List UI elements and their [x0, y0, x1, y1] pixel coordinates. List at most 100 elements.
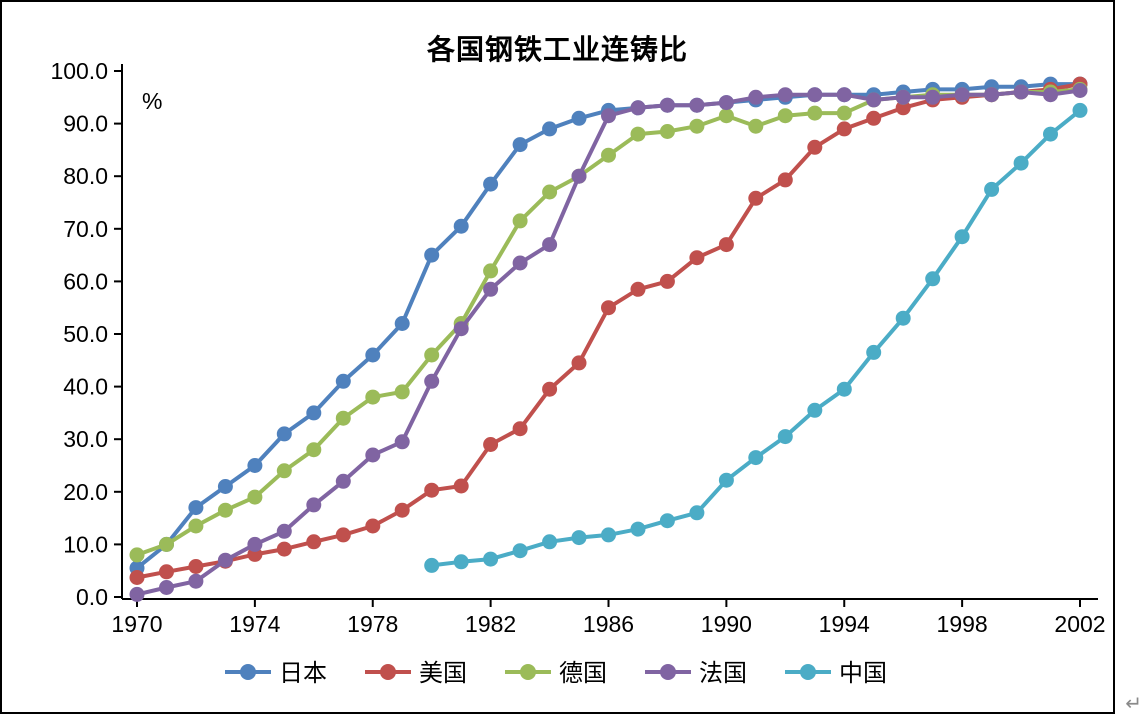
- y-tick-label: 90.0: [63, 111, 108, 137]
- data-point: [247, 458, 263, 473]
- data-point: [630, 126, 646, 142]
- chart-title: 各国钢铁工业连铸比: [426, 34, 688, 65]
- data-point: [659, 97, 675, 113]
- data-point: [689, 505, 705, 521]
- data-point: [807, 402, 823, 418]
- data-point: [512, 137, 528, 153]
- x-tick-label: 1974: [229, 611, 280, 637]
- data-point: [836, 381, 852, 397]
- y-tick-label: 0.0: [76, 584, 108, 610]
- y-axis-unit-label: %: [142, 88, 163, 114]
- data-point: [954, 229, 970, 245]
- data-point: [748, 190, 764, 206]
- data-point: [453, 321, 469, 337]
- data-point: [453, 218, 469, 234]
- data-point: [365, 518, 381, 534]
- data-point: [512, 213, 528, 229]
- legend-marker-dot: [380, 664, 396, 680]
- data-point: [365, 447, 381, 463]
- data-point: [895, 100, 911, 116]
- data-point: [777, 108, 793, 124]
- data-point: [365, 389, 381, 405]
- y-tick-label: 100.0: [50, 58, 108, 84]
- data-point: [836, 105, 852, 121]
- data-point: [718, 237, 734, 253]
- y-tick-label: 30.0: [63, 426, 108, 452]
- data-point: [394, 434, 410, 450]
- data-point: [483, 551, 499, 567]
- data-point: [276, 426, 292, 442]
- data-point: [453, 478, 469, 494]
- data-point: [247, 489, 263, 505]
- data-point: [659, 273, 675, 289]
- data-point: [807, 139, 823, 155]
- data-point: [217, 502, 233, 518]
- data-point: [129, 570, 145, 585]
- data-point: [1043, 126, 1058, 142]
- data-point: [335, 527, 351, 543]
- data-point: [306, 534, 322, 550]
- data-point: [1013, 155, 1029, 171]
- data-point: [748, 118, 764, 134]
- data-point: [601, 147, 616, 163]
- data-point: [542, 381, 558, 397]
- data-point: [306, 497, 322, 513]
- data-point: [895, 89, 911, 105]
- x-tick-label: 1978: [347, 611, 398, 637]
- data-point: [512, 543, 528, 559]
- data-point: [276, 523, 292, 539]
- data-point: [542, 237, 558, 253]
- data-point: [159, 564, 174, 580]
- data-point: [335, 410, 351, 426]
- data-point: [925, 89, 941, 105]
- data-point: [129, 586, 145, 602]
- x-tick-label: 1994: [819, 611, 870, 637]
- data-point: [1072, 102, 1088, 118]
- y-tick-label: 20.0: [63, 479, 108, 505]
- legend-label-0: 日本: [279, 660, 327, 687]
- legend-label-4: 中国: [839, 660, 887, 687]
- x-tick-label: 1982: [465, 611, 516, 637]
- data-point: [984, 87, 1000, 103]
- data-point: [542, 121, 558, 137]
- legend-marker-dot: [800, 664, 816, 680]
- data-point: [630, 281, 646, 297]
- data-point: [630, 521, 646, 537]
- data-point: [659, 124, 675, 139]
- x-tick-label: 2002: [1054, 611, 1105, 637]
- data-point: [866, 344, 882, 360]
- data-point: [424, 557, 440, 573]
- data-point: [394, 384, 410, 400]
- data-point: [777, 172, 793, 188]
- data-point: [483, 263, 499, 279]
- data-point: [394, 316, 410, 331]
- data-point: [512, 421, 528, 437]
- data-point: [483, 281, 499, 297]
- y-tick-label: 70.0: [63, 216, 108, 242]
- data-point: [217, 479, 233, 494]
- data-point: [1072, 83, 1088, 98]
- legend-label-1: 美国: [419, 660, 467, 687]
- y-tick-label: 50.0: [63, 321, 108, 347]
- legend-label-3: 法国: [699, 660, 747, 687]
- data-point: [306, 442, 322, 458]
- carriage-return-icon: ↵: [1125, 693, 1142, 715]
- data-point: [748, 89, 764, 105]
- data-point: [601, 300, 616, 316]
- data-point: [1013, 84, 1029, 100]
- data-point: [807, 105, 823, 121]
- data-point: [659, 513, 675, 529]
- data-point: [335, 373, 351, 389]
- data-point: [895, 310, 911, 326]
- data-point: [984, 181, 1000, 197]
- data-point: [188, 500, 204, 516]
- y-tick-label: 60.0: [63, 268, 108, 294]
- y-tick-label: 40.0: [63, 374, 108, 400]
- data-point: [571, 530, 587, 546]
- series-line-4: [431, 108, 1082, 568]
- data-point: [836, 121, 852, 137]
- data-point: [335, 473, 351, 489]
- data-point: [777, 429, 793, 445]
